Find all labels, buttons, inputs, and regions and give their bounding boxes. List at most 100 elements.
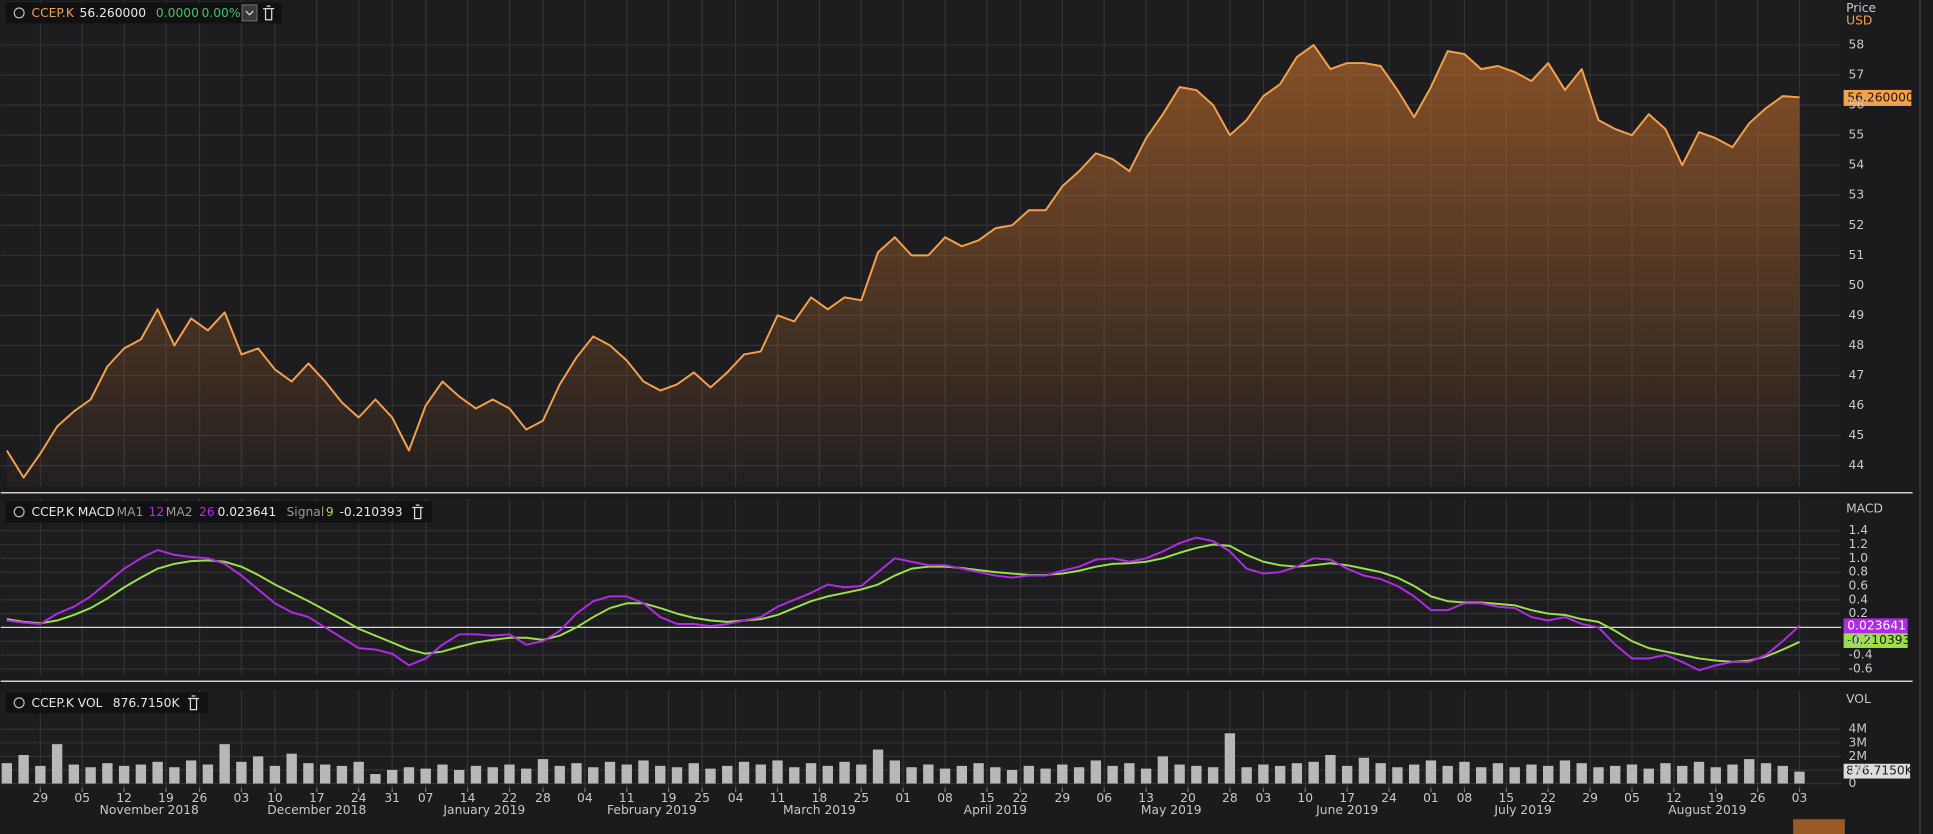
volume-bar xyxy=(1425,760,1437,784)
y-tick-label: 0.4 xyxy=(1849,592,1869,606)
last-value-label: 56.260000 xyxy=(1847,90,1914,104)
volume-bar xyxy=(1643,768,1654,784)
volume-bar xyxy=(956,765,968,784)
volume-bar xyxy=(537,759,549,784)
currency: USD xyxy=(1846,13,1872,27)
volume-bar xyxy=(1258,764,1269,784)
month-label: December 2018 xyxy=(267,803,366,817)
last-value-box xyxy=(1843,763,1911,779)
scrollbar-thumb[interactable] xyxy=(1793,819,1845,834)
x-tick-label: 10 xyxy=(1297,791,1313,805)
param-value: 12 xyxy=(149,505,165,519)
volume-bar xyxy=(202,764,214,784)
dropdown-arrow xyxy=(245,10,254,16)
volume-bar xyxy=(1509,767,1520,784)
settings-icon[interactable] xyxy=(13,697,25,709)
y-tick-label: 4M xyxy=(1849,722,1867,736)
volume-bar xyxy=(1459,761,1470,784)
y-tick-label: 53 xyxy=(1849,188,1865,202)
month-label: November 2018 xyxy=(100,803,199,817)
x-tick-label: 08 xyxy=(1457,791,1473,805)
dropdown-button[interactable] xyxy=(241,4,258,22)
y-tick-label: 47 xyxy=(1849,368,1865,382)
volume-bar xyxy=(185,760,197,784)
volume-bar xyxy=(738,761,750,784)
last-value-box xyxy=(1843,618,1908,634)
volume-bar xyxy=(722,765,733,784)
x-tick-label: 11 xyxy=(770,791,786,805)
x-tick-label: 19 xyxy=(661,791,677,805)
y-tick-label: 2M xyxy=(1849,749,1867,763)
volume-bar xyxy=(1191,765,1202,784)
volume-bar xyxy=(521,768,532,784)
y-tick-label: 51 xyxy=(1849,248,1865,262)
x-tick-label: 22 xyxy=(1013,791,1029,805)
indicator-line xyxy=(6,536,1801,672)
y-tick-label: 54 xyxy=(1849,158,1865,172)
x-tick-label: 15 xyxy=(1498,791,1514,805)
volume-bar xyxy=(1291,763,1303,784)
x-tick-label: 22 xyxy=(502,791,518,805)
month-label: August 2019 xyxy=(1668,803,1746,817)
volume-bar xyxy=(236,761,247,784)
x-tick-label: 17 xyxy=(309,791,325,805)
x-tick-label: 25 xyxy=(853,791,869,805)
volume-value: 876.7150K xyxy=(113,696,181,710)
y-tick-label: 1M xyxy=(1849,762,1867,776)
volume-bar xyxy=(35,765,46,784)
volume-bar xyxy=(889,760,900,784)
volume-bar xyxy=(1006,769,1018,784)
volume-bar xyxy=(51,744,63,784)
volume-bar xyxy=(671,767,683,784)
volume-bar xyxy=(856,764,867,784)
volume-bar xyxy=(755,764,766,784)
legend-entry: Signal xyxy=(286,505,324,519)
volume-bar xyxy=(1492,763,1504,784)
volume-bar xyxy=(1559,760,1571,784)
volume-bar xyxy=(102,763,113,784)
volume-bar xyxy=(939,768,951,784)
price-area xyxy=(6,45,1800,487)
volume-bar xyxy=(1325,755,1336,784)
volume-bar xyxy=(1023,765,1035,784)
volume-bar xyxy=(303,763,314,784)
legend-box xyxy=(5,501,432,523)
x-tick-label: 29 xyxy=(1582,791,1598,805)
volume-bar xyxy=(336,765,348,784)
y-tick-label: 0.8 xyxy=(1849,565,1869,579)
delete-icon[interactable] xyxy=(412,504,424,520)
volume-bar xyxy=(1124,763,1135,784)
x-tick-label: 10 xyxy=(267,791,283,805)
x-tick-label: 05 xyxy=(74,791,90,805)
volume-bar xyxy=(688,763,699,784)
volume-bar xyxy=(1157,756,1169,784)
y-tick-label: 50 xyxy=(1849,278,1865,292)
volume-bar xyxy=(1610,765,1621,784)
settings-icon[interactable] xyxy=(13,7,25,19)
last-value-label: 876.7150K xyxy=(1846,764,1914,778)
macd-panel xyxy=(0,498,1842,676)
x-tick-label: 03 xyxy=(1256,791,1272,805)
month-label: July 2019 xyxy=(1493,803,1551,817)
volume-bar xyxy=(370,774,381,784)
volume-bar xyxy=(118,765,130,784)
y-tick-label: 0.6 xyxy=(1849,578,1869,592)
x-tick-label: 26 xyxy=(1750,791,1766,805)
axis-label: VOL xyxy=(1846,692,1871,706)
delete-icon[interactable] xyxy=(263,5,275,21)
x-tick-label: 01 xyxy=(895,791,911,805)
month-label: March 2019 xyxy=(783,803,856,817)
delete-icon[interactable] xyxy=(187,695,200,711)
volume-bar xyxy=(1576,763,1587,784)
y-tick-label: -0.2 xyxy=(1849,634,1873,648)
x-tick-label: 18 xyxy=(812,791,828,805)
x-tick-label: 28 xyxy=(1222,791,1238,805)
volume-bar xyxy=(454,769,465,784)
y-tick-label: 1.4 xyxy=(1849,523,1869,537)
volume-bar xyxy=(1442,765,1453,784)
x-tick-label: 07 xyxy=(418,791,434,805)
macd-value: 0.023641 xyxy=(218,505,277,519)
x-tick-label: 29 xyxy=(33,791,49,805)
volume-bar xyxy=(1677,765,1688,784)
settings-icon[interactable] xyxy=(13,506,25,518)
